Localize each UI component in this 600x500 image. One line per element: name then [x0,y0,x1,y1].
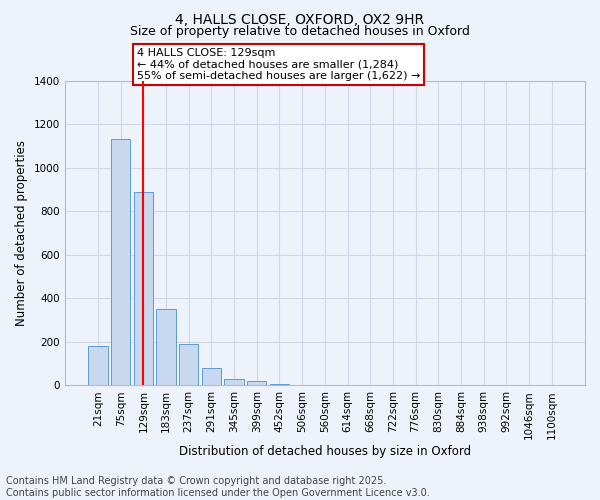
Bar [224,379,244,386]
Bar [270,384,289,386]
Bar [179,344,199,386]
Text: 4, HALLS CLOSE, OXFORD, OX2 9HR: 4, HALLS CLOSE, OXFORD, OX2 9HR [175,12,425,26]
Y-axis label: Number of detached properties: Number of detached properties [15,140,28,326]
Bar [88,346,107,386]
Bar [157,310,176,386]
Bar [111,140,130,386]
X-axis label: Distribution of detached houses by size in Oxford: Distribution of detached houses by size … [179,444,471,458]
Text: Size of property relative to detached houses in Oxford: Size of property relative to detached ho… [130,25,470,38]
Text: 4 HALLS CLOSE: 129sqm
← 44% of detached houses are smaller (1,284)
55% of semi-d: 4 HALLS CLOSE: 129sqm ← 44% of detached … [137,48,420,80]
Text: Contains HM Land Registry data © Crown copyright and database right 2025.
Contai: Contains HM Land Registry data © Crown c… [6,476,430,498]
Bar [247,381,266,386]
Bar [202,368,221,386]
Bar [134,192,153,386]
